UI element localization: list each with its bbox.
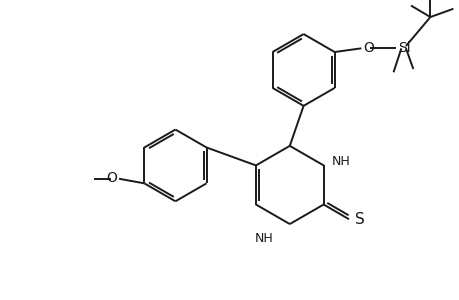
Text: NH: NH bbox=[331, 155, 350, 168]
Text: NH: NH bbox=[254, 232, 273, 245]
Text: O: O bbox=[106, 171, 117, 185]
Text: O: O bbox=[363, 41, 373, 55]
Text: Si: Si bbox=[397, 41, 409, 55]
Text: S: S bbox=[354, 212, 364, 227]
